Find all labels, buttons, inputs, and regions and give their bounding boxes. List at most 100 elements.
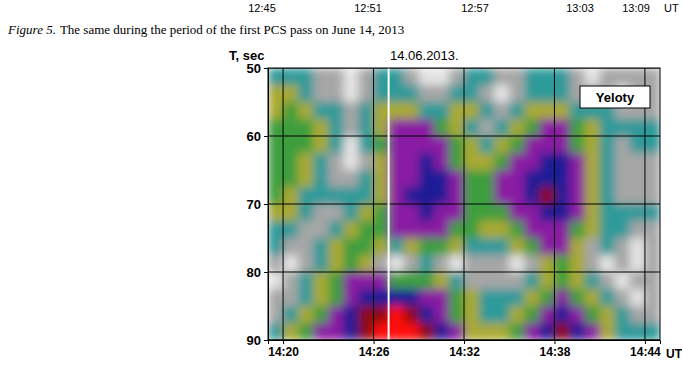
heatmap-cell	[600, 153, 616, 171]
heatmap-cell	[539, 119, 555, 137]
heatmap-cell	[374, 204, 390, 222]
heatmap-cell	[539, 323, 555, 340]
heatmap-cell	[494, 289, 510, 307]
heatmap-cell	[479, 119, 495, 137]
heatmap-cell	[494, 102, 510, 120]
heatmap-cell	[389, 119, 405, 137]
heatmap-cell	[600, 204, 616, 222]
heatmap-cell	[283, 272, 299, 290]
heatmap-cell	[600, 306, 616, 324]
y-tick-mark	[264, 340, 268, 341]
heatmap-cell	[419, 289, 435, 307]
heatmap-cell	[554, 238, 570, 256]
heatmap-cell	[268, 119, 284, 137]
heatmap-cell	[554, 85, 570, 103]
plot-area	[268, 68, 660, 340]
heatmap-cell	[479, 255, 495, 273]
heatmap-cell	[389, 204, 405, 222]
chart-root: 12:4512:5112:5713:0313:09UTFigure 5.The …	[0, 0, 682, 372]
heatmap-cell	[615, 187, 631, 205]
heatmap-cell	[630, 187, 646, 205]
x-tick-mark	[645, 340, 646, 344]
heatmap-cell	[539, 85, 555, 103]
x-tick-label: 14:32	[449, 345, 480, 359]
heatmap-cell	[343, 204, 359, 222]
heatmap-cell	[283, 102, 299, 120]
heatmap-cell	[358, 170, 374, 188]
heatmap-cell	[298, 85, 314, 103]
heatmap-cell	[419, 255, 435, 273]
heatmap-cell	[389, 306, 405, 324]
heatmap-cell	[630, 170, 646, 188]
heatmap-cell	[298, 272, 314, 290]
heatmap-cell	[479, 289, 495, 307]
heatmap-cell	[570, 272, 586, 290]
heatmap-cell	[570, 170, 586, 188]
heatmap-cell	[494, 323, 510, 340]
heatmap-cell	[524, 204, 540, 222]
heatmap-cell	[298, 68, 314, 86]
heatmap-cell	[374, 187, 390, 205]
heatmap-cell	[539, 238, 555, 256]
heatmap-cell	[374, 136, 390, 154]
heatmap-cell	[479, 187, 495, 205]
cut-axis-unit: UT	[664, 2, 679, 14]
heatmap-cell	[630, 153, 646, 171]
heatmap-cell	[313, 85, 329, 103]
heatmap-cell	[600, 255, 616, 273]
heatmap-cell	[374, 221, 390, 239]
heatmap-cell	[615, 272, 631, 290]
caption-text: The same during the period of the first …	[60, 22, 404, 37]
x-tick: 14:20	[268, 340, 299, 359]
plot-frame	[268, 68, 660, 340]
heatmap-cell	[600, 170, 616, 188]
heatmap-cell	[539, 187, 555, 205]
heatmap-cell	[630, 272, 646, 290]
x-tick-mark	[554, 340, 555, 344]
heatmap-cell	[585, 255, 601, 273]
heatmap-cell	[570, 306, 586, 324]
heatmap-cell	[358, 85, 374, 103]
heatmap-cell	[585, 204, 601, 222]
heatmap-cell	[554, 102, 570, 120]
heatmap-cell	[328, 289, 344, 307]
x-tick: 14:44	[630, 340, 661, 359]
heatmap-cell	[554, 119, 570, 137]
heatmap-cell	[645, 204, 660, 222]
y-tick-label: 70	[247, 197, 261, 212]
heatmap-cell	[509, 85, 525, 103]
heatmap-cell	[358, 102, 374, 120]
y-tick: 90	[247, 333, 268, 348]
heatmap-cell	[268, 102, 284, 120]
heatmap-cell	[524, 170, 540, 188]
grid-line-y	[268, 136, 660, 137]
heatmap-cell	[358, 119, 374, 137]
y-tick-mark	[264, 136, 268, 137]
heatmap-cell	[419, 136, 435, 154]
heatmap-cell	[389, 85, 405, 103]
heatmap-cell	[404, 221, 420, 239]
heatmap-cell	[539, 221, 555, 239]
heatmap-cell	[404, 102, 420, 120]
heatmap-cell	[389, 272, 405, 290]
y-axis: 5060708090	[247, 61, 269, 348]
grid-line-y	[268, 272, 660, 273]
heatmap-cell	[389, 102, 405, 120]
heatmap-cell	[464, 204, 480, 222]
heatmap-cell	[389, 170, 405, 188]
x-tick-label: 14:26	[359, 345, 390, 359]
heatmap-cell	[449, 272, 465, 290]
heatmap-cell	[630, 289, 646, 307]
heatmap-cell	[585, 68, 601, 86]
heatmap-cell	[464, 221, 480, 239]
grid	[268, 68, 660, 340]
heatmap-cell	[343, 102, 359, 120]
heatmap-cell	[449, 323, 465, 340]
x-tick: 14:38	[540, 340, 571, 359]
heatmap-cell	[645, 153, 660, 171]
heatmap-cell	[464, 306, 480, 324]
heatmap-cell	[404, 272, 420, 290]
heatmap-cell	[524, 68, 540, 86]
heatmap-cell	[343, 119, 359, 137]
heatmap-cell	[449, 238, 465, 256]
